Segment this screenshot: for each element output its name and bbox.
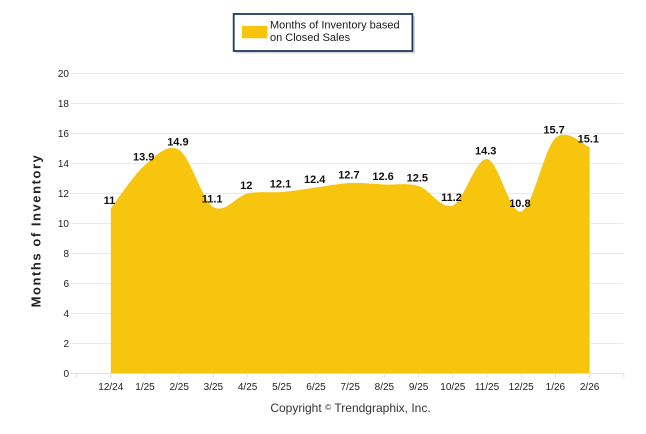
svg-text:11.2: 11.2 xyxy=(441,192,462,204)
svg-text:12.1: 12.1 xyxy=(270,179,291,191)
svg-text:12/25: 12/25 xyxy=(509,382,534,393)
svg-text:10.8: 10.8 xyxy=(509,198,530,210)
svg-text:11/25: 11/25 xyxy=(475,382,500,393)
svg-text:10: 10 xyxy=(58,219,70,230)
svg-text:8/25: 8/25 xyxy=(375,382,395,393)
svg-text:20: 20 xyxy=(58,69,70,80)
svg-text:12: 12 xyxy=(240,180,252,192)
svg-text:Months of Inventory: Months of Inventory xyxy=(29,154,44,308)
svg-text:15.7: 15.7 xyxy=(543,125,564,137)
svg-text:Months of Inventory based: Months of Inventory based xyxy=(270,20,400,32)
svg-text:16: 16 xyxy=(58,129,70,140)
svg-text:on Closed Sales: on Closed Sales xyxy=(270,32,351,44)
svg-text:4/25: 4/25 xyxy=(238,382,258,393)
svg-text:14.9: 14.9 xyxy=(167,137,188,149)
svg-text:7/25: 7/25 xyxy=(340,382,360,393)
svg-text:15.1: 15.1 xyxy=(578,134,599,146)
svg-text:Copyright © Trendgraphix, Inc.: Copyright © Trendgraphix, Inc. xyxy=(270,401,430,415)
svg-text:0: 0 xyxy=(63,369,69,380)
svg-text:12.6: 12.6 xyxy=(372,171,393,183)
svg-text:12.7: 12.7 xyxy=(338,170,359,182)
svg-text:11.1: 11.1 xyxy=(202,194,223,206)
svg-text:2: 2 xyxy=(63,339,69,350)
svg-text:13.9: 13.9 xyxy=(133,152,154,164)
svg-text:2/25: 2/25 xyxy=(169,382,189,393)
svg-text:12.5: 12.5 xyxy=(407,173,428,185)
svg-text:5/25: 5/25 xyxy=(272,382,292,393)
svg-text:6/25: 6/25 xyxy=(306,382,326,393)
svg-text:4: 4 xyxy=(63,309,69,320)
svg-text:18: 18 xyxy=(58,99,70,110)
svg-text:12/24: 12/24 xyxy=(98,382,123,393)
svg-text:1/25: 1/25 xyxy=(135,382,155,393)
svg-text:6: 6 xyxy=(63,279,69,290)
svg-text:12.4: 12.4 xyxy=(304,174,326,186)
svg-text:12: 12 xyxy=(58,189,70,200)
svg-text:8: 8 xyxy=(63,249,69,260)
svg-text:10/25: 10/25 xyxy=(440,382,465,393)
svg-text:14.3: 14.3 xyxy=(475,146,496,158)
svg-text:11: 11 xyxy=(104,195,116,207)
svg-text:14: 14 xyxy=(58,159,70,170)
svg-text:1/26: 1/26 xyxy=(546,382,566,393)
svg-text:3/25: 3/25 xyxy=(204,382,224,393)
svg-text:2/26: 2/26 xyxy=(580,382,600,393)
svg-text:9/25: 9/25 xyxy=(409,382,429,393)
